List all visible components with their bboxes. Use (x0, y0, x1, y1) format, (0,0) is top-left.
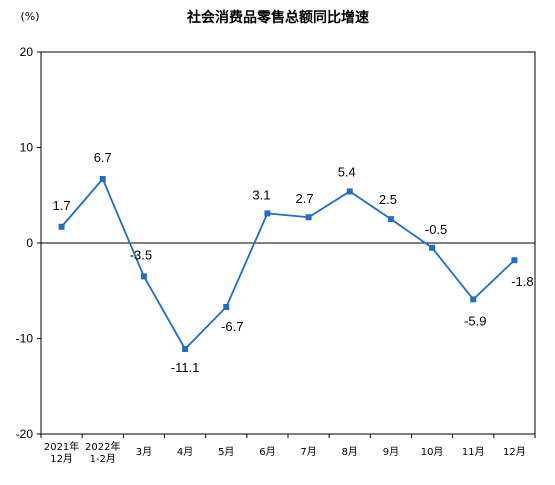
chart-title: 社会消费品零售总额同比增速 (186, 9, 369, 26)
data-label: -1.8 (511, 274, 533, 289)
series-line (60, 178, 516, 350)
data-label: -11.1 (171, 360, 200, 375)
y-tick-label: -20 (16, 427, 34, 441)
data-point-marker (264, 210, 271, 217)
data-point-marker (223, 303, 230, 310)
x-tick-label: 12月 (50, 453, 73, 465)
data-point-marker (140, 273, 147, 280)
data-label: 3.1 (252, 187, 270, 202)
data-point-marker (470, 296, 477, 303)
data-point-marker (182, 346, 189, 353)
y-tick-label: 0 (26, 236, 33, 250)
x-tick-label: 2022年 (85, 440, 120, 453)
x-tick-label: 9月 (383, 446, 399, 458)
data-labels-group: 1.7 6.7 -3.5 -11.1 -6.7 3.1 2.7 5.4 2.5 -0.5 -5.9 -… (53, 150, 534, 375)
data-label: -0.5 (425, 222, 447, 237)
y-tick-label: 10 (20, 141, 34, 155)
x-tick-label: 6月 (259, 446, 275, 458)
y-tick-label: -10 (16, 332, 34, 346)
data-label: -5.9 (464, 313, 486, 328)
x-tick-label: 2021年 (44, 440, 79, 453)
data-point-marker (511, 257, 518, 264)
data-label: 2.5 (379, 192, 397, 207)
x-tick-label: 4月 (177, 446, 193, 458)
y-tick-label: 20 (20, 45, 34, 59)
data-label: 5.4 (338, 164, 356, 179)
series-group (58, 176, 518, 353)
data-point-marker (429, 244, 436, 251)
data-point-marker (99, 176, 106, 183)
x-tick-label: 11月 (462, 446, 485, 458)
data-point-marker (346, 188, 353, 195)
y-axis-ticks: 20 10 0 -10 -20 (16, 45, 41, 441)
data-label: -6.7 (221, 319, 243, 334)
x-tick-label: 10月 (421, 446, 444, 458)
x-tick-label: 3月 (136, 446, 152, 458)
x-tick-label: 7月 (300, 446, 316, 458)
x-tick-label: 1-2月 (90, 453, 116, 465)
data-label: -3.5 (130, 247, 152, 262)
data-label: 6.7 (94, 150, 112, 165)
data-point-marker (305, 214, 312, 221)
data-label: 1.7 (53, 198, 71, 213)
x-tick-label: 12月 (503, 446, 526, 458)
y-unit-label: (%) (20, 10, 39, 23)
data-point-marker (58, 223, 65, 230)
data-label: 2.7 (296, 191, 314, 206)
data-point-marker (387, 216, 394, 223)
x-tick-label: 5月 (218, 446, 234, 458)
x-tick-label: 8月 (342, 446, 358, 458)
